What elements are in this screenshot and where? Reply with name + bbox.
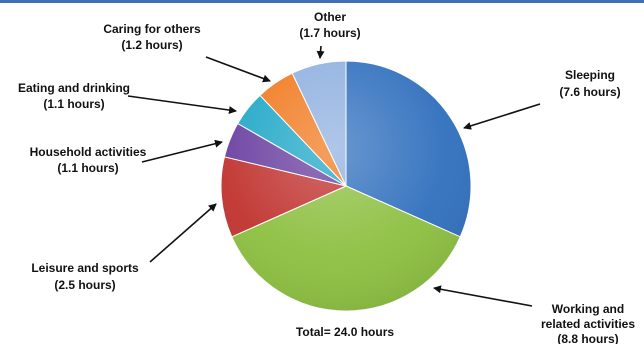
top-rule: [0, 0, 644, 3]
slice-name-label: Sleeping: [565, 68, 615, 82]
leader-arrow-eating-and-drinking: [127, 95, 237, 114]
slice-labels: Sleeping (7.6 hours) Working and related ac…: [18, 10, 635, 344]
slice-label-other: Other (1.7 hours): [299, 10, 360, 40]
slice-name-label: Other: [314, 10, 346, 24]
leader-arrow-caring-for-others: [205, 56, 271, 83]
slice-label-working-and-related-activities: Working and related activities (8.8 hours): [541, 302, 635, 344]
leader-arrows: [127, 45, 541, 307]
total-label: Total= 24.0 hours: [296, 325, 394, 339]
slice-name-label: Caring for others: [103, 22, 201, 36]
slice-name-label: Working and: [552, 302, 624, 316]
leader-arrow-household-activities: [141, 139, 223, 163]
pie-gloss-overlay: [221, 61, 471, 311]
slice-label-eating-and-drinking: Eating and drinking (1.1 hours): [18, 81, 130, 111]
leader-arrow-working-and-related-activities: [433, 285, 533, 307]
slice-label-caring-for-others: Caring for others (1.2 hours): [103, 22, 201, 52]
slice-name-label: Household activities: [30, 145, 147, 159]
leader-arrow-other: [316, 45, 325, 59]
slice-value-label: (7.6 hours): [559, 85, 620, 99]
slice-value-label: (1.7 hours): [299, 26, 360, 40]
slice-value-label: (8.8 hours): [557, 332, 618, 344]
slice-label-sleeping: Sleeping (7.6 hours): [559, 68, 620, 99]
slice-label-leisure-and-sports: Leisure and sports (2.5 hours): [31, 261, 139, 292]
leader-arrow-leisure-and-sports: [149, 203, 217, 263]
slice-value-label: (1.2 hours): [121, 38, 182, 52]
leader-arrow-sleeping: [463, 103, 541, 130]
slice-name-label: Leisure and sports: [31, 261, 139, 275]
slice-label-household-activities: Household activities (1.1 hours): [30, 145, 147, 175]
slice-value-label: (1.1 hours): [57, 161, 118, 175]
slice-name-label: Eating and drinking: [18, 81, 130, 95]
slice-value-label: (2.5 hours): [54, 278, 115, 292]
slice-name-label: related activities: [541, 317, 635, 331]
slice-value-label: (1.1 hours): [43, 97, 104, 111]
